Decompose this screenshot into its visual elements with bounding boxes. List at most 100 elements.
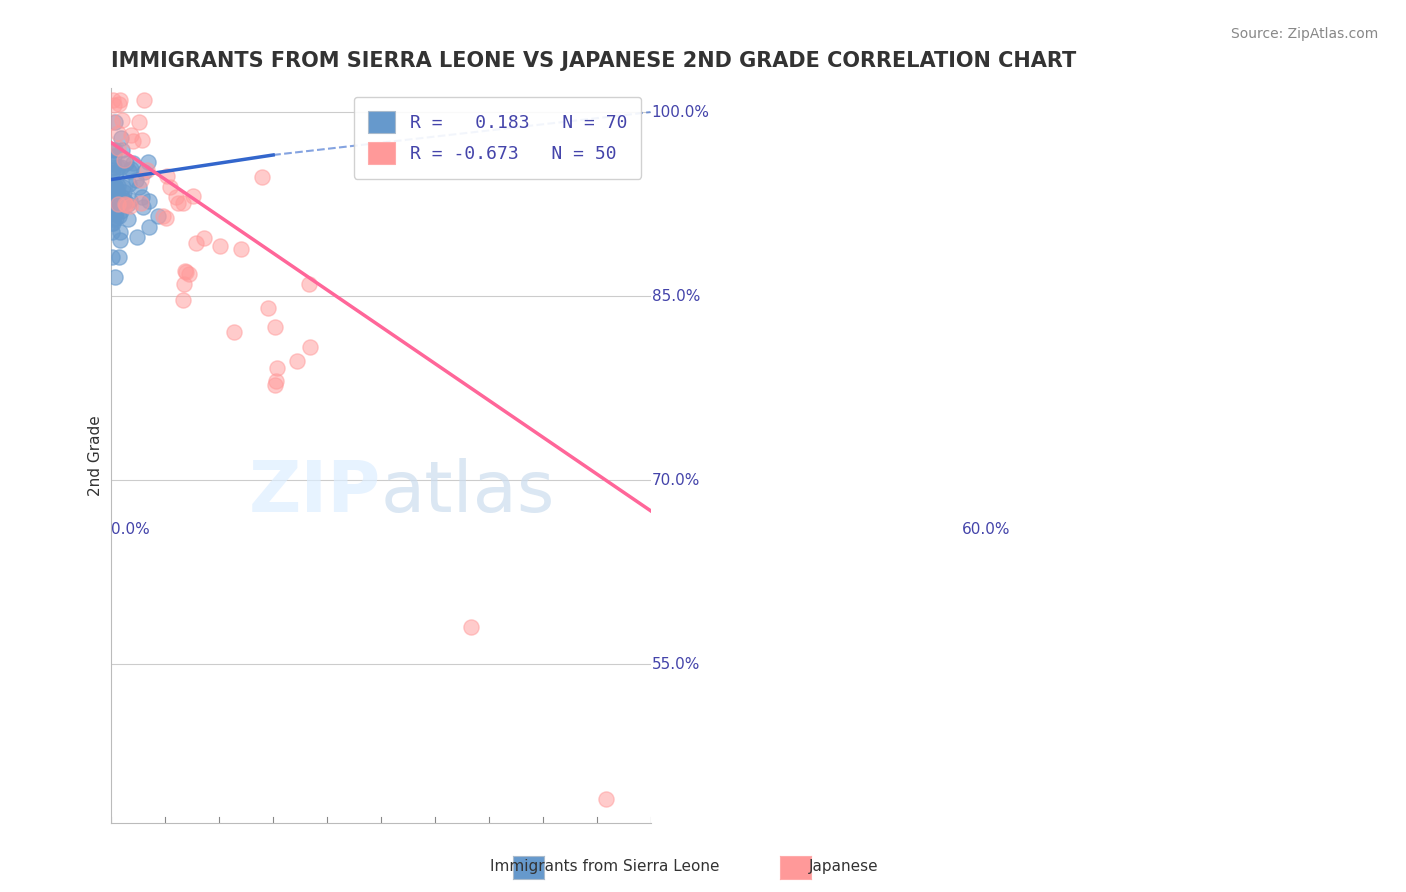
Point [134, 93, 156, 107]
Point [129, 195, 152, 210]
Point [264, 377, 287, 392]
Point [264, 374, 287, 388]
Point [114, 196, 136, 211]
Point [103, 97, 125, 112]
Point [101, 143, 124, 157]
Text: Immigrants from Sierra Leone: Immigrants from Sierra Leone [489, 859, 720, 874]
Point [120, 193, 142, 207]
Point [101, 175, 124, 189]
Text: 2nd Grade: 2nd Grade [87, 415, 103, 496]
Point [101, 250, 124, 264]
Point [135, 162, 157, 177]
Point [159, 180, 181, 194]
Point [298, 277, 321, 291]
Point [103, 203, 125, 218]
Point [104, 190, 127, 204]
Point [118, 198, 141, 212]
Point [117, 196, 139, 211]
Point [229, 242, 252, 256]
Text: 55.0%: 55.0% [651, 657, 700, 672]
Text: atlas: atlas [381, 458, 555, 527]
Point [460, 620, 482, 634]
Point [101, 202, 124, 217]
Point [104, 181, 127, 195]
Point [155, 211, 177, 225]
Point [128, 179, 150, 194]
Point [103, 187, 125, 202]
Point [115, 198, 138, 212]
Text: ZIP: ZIP [249, 458, 381, 527]
Point [110, 161, 132, 175]
Point [104, 143, 127, 157]
Point [101, 179, 124, 194]
Point [125, 173, 148, 187]
Point [118, 177, 141, 191]
Point [112, 153, 135, 167]
Point [193, 231, 215, 245]
Point [107, 141, 129, 155]
Point [136, 155, 159, 169]
Point [107, 186, 129, 201]
Point [132, 165, 155, 179]
Point [165, 190, 187, 204]
Point [155, 169, 177, 183]
Point [111, 190, 134, 204]
Point [101, 93, 124, 107]
Point [122, 134, 145, 148]
Point [266, 360, 288, 375]
Point [103, 160, 125, 174]
Point [120, 128, 142, 142]
Point [118, 164, 141, 178]
Text: IMMIGRANTS FROM SIERRA LEONE VS JAPANESE 2ND GRADE CORRELATION CHART: IMMIGRANTS FROM SIERRA LEONE VS JAPANESE… [111, 51, 1077, 70]
Point [101, 212, 124, 227]
Point [595, 792, 617, 806]
Text: Japanese: Japanese [808, 859, 879, 874]
Point [107, 199, 129, 213]
Point [107, 197, 129, 211]
Legend: R =   0.183   N = 70, R = -0.673   N = 50: R = 0.183 N = 70, R = -0.673 N = 50 [353, 96, 641, 178]
Text: 100.0%: 100.0% [651, 104, 710, 120]
Point [120, 161, 142, 176]
Point [103, 149, 125, 163]
Point [108, 97, 131, 112]
Point [110, 203, 132, 218]
Point [132, 200, 155, 214]
Text: 70.0%: 70.0% [651, 473, 700, 488]
Point [104, 114, 127, 128]
Point [138, 219, 160, 234]
Point [108, 196, 131, 211]
Point [107, 160, 129, 174]
Point [167, 196, 190, 211]
Point [108, 93, 131, 107]
Point [104, 191, 127, 205]
Point [252, 169, 274, 184]
Point [108, 250, 131, 264]
Point [103, 200, 125, 214]
Point [105, 164, 128, 178]
Point [122, 156, 145, 170]
Point [103, 216, 125, 230]
Point [173, 293, 195, 308]
Point [110, 195, 132, 210]
Point [173, 277, 195, 292]
Point [107, 178, 129, 193]
Point [108, 209, 131, 223]
Point [101, 180, 124, 194]
Point [298, 341, 321, 355]
Point [222, 325, 245, 339]
Text: 85.0%: 85.0% [651, 288, 700, 303]
Point [131, 173, 153, 187]
Point [108, 233, 131, 247]
Point [104, 206, 127, 220]
Point [257, 301, 280, 315]
Point [101, 183, 124, 197]
Point [104, 270, 127, 285]
Text: Source: ZipAtlas.com: Source: ZipAtlas.com [1230, 27, 1378, 41]
Point [146, 209, 169, 223]
Point [107, 126, 129, 140]
Point [114, 194, 136, 208]
Point [285, 353, 308, 368]
Point [111, 112, 134, 127]
Point [103, 193, 125, 207]
Point [172, 195, 194, 210]
